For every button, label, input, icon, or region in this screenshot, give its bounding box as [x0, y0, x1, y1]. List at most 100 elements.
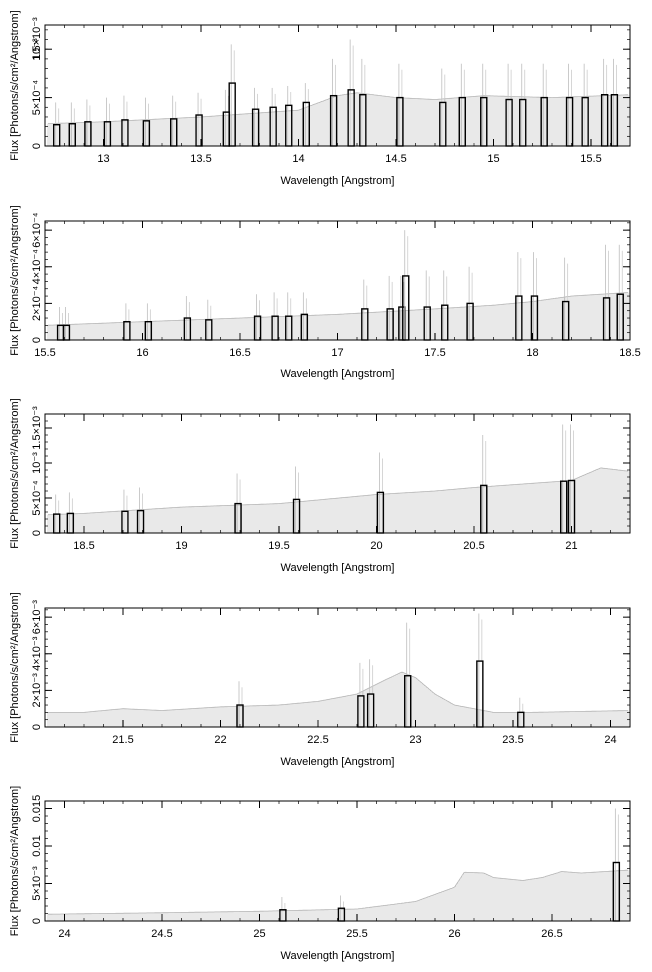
line-bar — [56, 324, 65, 341]
x-tick-label: 20 — [370, 540, 382, 552]
x-axis: 18.5 19 19.5 20 20.5 21 Wavelength [Angstrom] — [44, 414, 631, 574]
chart-panel-2: 15.5 16 16.5 17 17.5 18 18.5 Wavelength [Angstr… — [9, 205, 641, 380]
x-tick-label: 24.5 — [151, 928, 172, 940]
x-tick-label: 14 — [292, 153, 304, 165]
y-tick-label: 2×10⁻⁴ — [31, 285, 43, 321]
x-tick-label: 22.5 — [307, 734, 328, 746]
line-bar — [269, 106, 277, 147]
y-axis-title: Flux [Photons/s/cm²/Angstrom] — [9, 592, 21, 742]
x-axis: 13 13.5 14 14.5 15 15.5 Wavelength [Angstrom] — [44, 25, 631, 187]
line-bar — [423, 306, 431, 341]
x-axis-title: Wavelength [Angstrom] — [281, 950, 395, 962]
continuum-edge — [48, 467, 629, 516]
y-tick-label: 0 — [31, 337, 43, 343]
x-tick-label: 15 — [487, 153, 499, 165]
x-tick-label: 21.5 — [112, 734, 133, 746]
x-tick-label: 17 — [331, 347, 343, 359]
y-tick-label: 0.01 — [31, 835, 43, 856]
line-bar — [357, 695, 365, 728]
y-axis: 0 5×10⁻⁴ 10⁻³1.5×10⁻³ Flux [Photons/s/cm²/A… — [9, 10, 630, 161]
line-bins — [53, 424, 576, 534]
x-tick-label: 19 — [175, 540, 187, 552]
line-bar — [271, 315, 279, 341]
continuum-edge — [48, 92, 628, 124]
x-axis: 24 24.5 25 25.5 26 26.5 Wavelength [Angstrom] — [44, 801, 631, 962]
y-tick-label: 10⁻³ — [31, 452, 43, 474]
x-tick-label: 15.5 — [34, 347, 55, 359]
x-tick-label: 22 — [214, 734, 226, 746]
x-tick-label: 19.5 — [268, 540, 289, 552]
line-bar — [285, 104, 293, 147]
line-bar — [581, 96, 589, 147]
x-axis-title: Wavelength [Angstrom] — [281, 368, 395, 380]
chart-panel-1: 13 13.5 14 14.5 15 15.5 Wavelength [Angstrom] 0… — [9, 10, 631, 187]
y-tick-label: 6×10⁻⁴ — [31, 212, 43, 248]
x-tick-label: 15.5 — [580, 153, 601, 165]
x-tick-label: 13 — [97, 153, 109, 165]
line-bar — [517, 711, 525, 728]
x-tick-label: 24 — [604, 734, 616, 746]
line-bar — [205, 319, 213, 341]
chart-panel-5: 24 24.5 25 25.5 26 26.5 Wavelength [Angstrom] 0… — [9, 786, 631, 962]
line-bins — [236, 613, 525, 728]
line-bar — [53, 513, 61, 534]
line-bar — [359, 93, 367, 147]
x-tick-label: 23 — [409, 734, 421, 746]
line-bar — [347, 89, 355, 147]
chart-panel-3: 18.5 19 19.5 20 20.5 21 Wavelength [Angstrom] 0… — [9, 398, 631, 574]
y-tick-label: 1.5×10⁻³ — [31, 17, 43, 61]
y-tick-label: 5×10⁻⁴ — [31, 80, 43, 116]
x-tick-label: 20.5 — [463, 540, 484, 552]
x-axis-title: Wavelength [Angstrom] — [281, 175, 395, 187]
x-tick-label: 14.5 — [385, 153, 406, 165]
x-tick-label: 18 — [526, 347, 538, 359]
y-axis: 0 2×10⁻⁴4×10⁻⁴6×10⁻⁴ Flux [Photons/s/cm²/A… — [9, 205, 630, 356]
x-tick-label: 24 — [58, 928, 70, 940]
line-bar — [183, 317, 192, 341]
y-axis-title: Flux [Photons/s/cm²/Angstrom] — [9, 786, 21, 936]
x-tick-label: 23.5 — [502, 734, 523, 746]
y-tick-label: 5×10⁻³ — [31, 866, 43, 901]
x-axis-title: Wavelength [Angstrom] — [281, 756, 395, 768]
x-tick-label: 13.5 — [190, 153, 211, 165]
x-tick-label: 26 — [448, 928, 460, 940]
line-bar — [439, 101, 447, 147]
line-bar — [505, 98, 513, 147]
y-axis: 0 5×10⁻³ 0.01 0.015 Flux [Photons/s/cm²/Angs… — [9, 786, 630, 936]
continuum-edge — [48, 671, 628, 713]
line-bar — [519, 98, 527, 147]
y-tick-label: 4×10⁻³ — [31, 636, 43, 671]
line-bar — [103, 121, 112, 147]
continuum-bins — [47, 468, 629, 533]
y-tick-label: 0 — [31, 918, 43, 924]
x-tick-label: 21 — [565, 540, 577, 552]
x-tick-label: 25.5 — [346, 928, 367, 940]
line-bar — [602, 297, 611, 341]
continuum-bins — [47, 292, 629, 340]
y-axis-title: Flux [Photons/s/cm²/Angstrom] — [9, 398, 21, 548]
y-tick-label: 0 — [31, 143, 43, 149]
line-bar — [337, 907, 346, 922]
y-axis-title: Flux [Photons/s/cm²/Angstrom] — [9, 10, 21, 160]
x-tick-label: 26.5 — [541, 928, 562, 940]
line-bins — [56, 230, 624, 341]
x-tick-label: 25 — [253, 928, 265, 940]
line-bar — [366, 693, 375, 728]
y-tick-label: 6×10⁻³ — [31, 600, 43, 635]
line-bar — [279, 909, 287, 922]
line-bar — [121, 119, 129, 147]
x-tick-label: 18.5 — [619, 347, 640, 359]
x-tick-label: 17.5 — [424, 347, 445, 359]
y-tick-label: 0 — [31, 530, 43, 536]
x-tick-label: 18.5 — [73, 540, 94, 552]
x-tick-label: 16 — [136, 347, 148, 359]
line-bar — [136, 509, 145, 534]
line-bar — [123, 320, 131, 341]
x-axis: 21.5 22 22.5 23 23.5 24 Wavelength [Angstrom] — [44, 608, 631, 768]
y-tick-label: 10⁻³ — [31, 38, 43, 60]
x-tick-label: 16.5 — [229, 347, 250, 359]
y-tick-label: 1.5×10⁻³ — [31, 406, 43, 450]
line-bar — [285, 315, 293, 341]
